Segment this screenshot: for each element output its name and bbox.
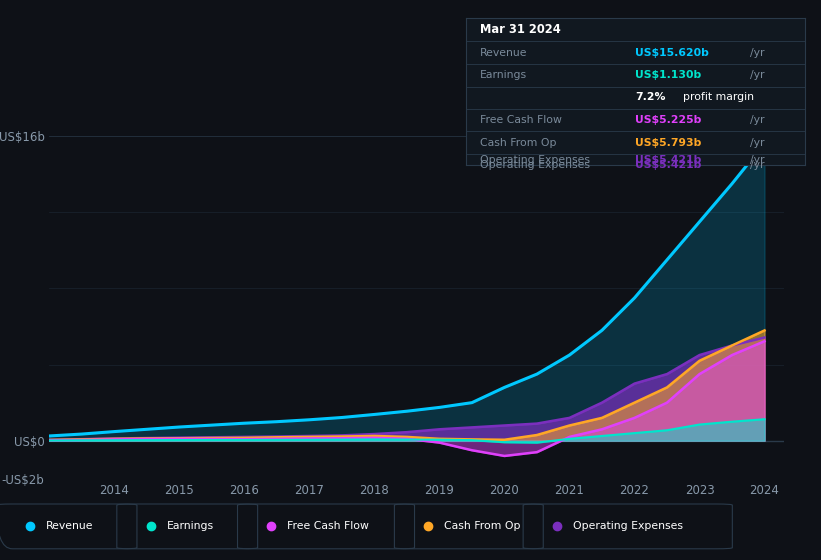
Text: Operating Expenses: Operating Expenses [479, 160, 589, 170]
Text: /yr: /yr [750, 48, 765, 58]
Text: /yr: /yr [750, 115, 765, 125]
Text: Free Cash Flow: Free Cash Flow [479, 115, 562, 125]
Text: Revenue: Revenue [46, 521, 94, 531]
Text: profit margin: profit margin [683, 92, 754, 102]
Text: Earnings: Earnings [167, 521, 213, 531]
Text: /yr: /yr [750, 71, 765, 81]
Text: Operating Expenses: Operating Expenses [573, 521, 683, 531]
Text: US$15.620b: US$15.620b [635, 48, 709, 58]
Text: Earnings: Earnings [479, 71, 527, 81]
Text: Cash From Op: Cash From Op [479, 138, 557, 148]
Text: /yr: /yr [750, 155, 765, 165]
Text: Revenue: Revenue [479, 48, 527, 58]
Text: /yr: /yr [750, 138, 765, 148]
Text: US$1.130b: US$1.130b [635, 71, 702, 81]
Text: US$5.421b: US$5.421b [635, 160, 702, 170]
Text: Free Cash Flow: Free Cash Flow [287, 521, 369, 531]
Text: Cash From Op: Cash From Op [444, 521, 521, 531]
Text: US$5.793b: US$5.793b [635, 138, 702, 148]
Text: 7.2%: 7.2% [635, 92, 666, 102]
Text: US$5.225b: US$5.225b [635, 115, 702, 125]
Text: US$5.421b: US$5.421b [635, 155, 702, 165]
Text: Mar 31 2024: Mar 31 2024 [479, 23, 561, 36]
Text: Operating Expenses: Operating Expenses [479, 155, 589, 165]
Text: /yr: /yr [750, 160, 765, 170]
